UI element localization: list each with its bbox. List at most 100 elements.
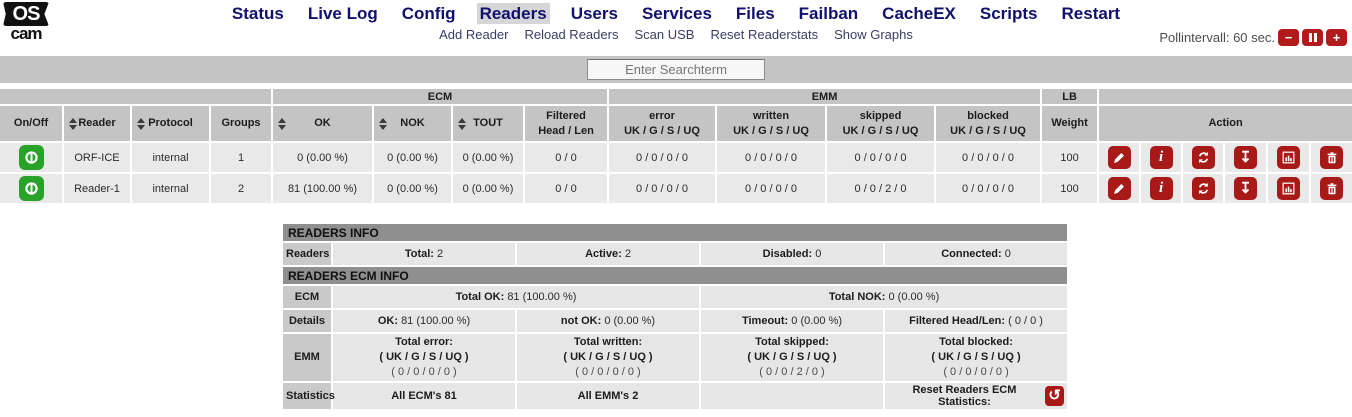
nav-item-status[interactable]: Status [231,4,284,23]
power-on-icon[interactable] [18,145,44,170]
readers-info-table: READERS INFO Readers Total: 2 Active: 2 … [280,222,1070,267]
restart-reader-button[interactable] [1191,177,1215,200]
reader-emm-skipped: 0 / 0 / 2 / 0 [825,172,937,205]
oscam-logo[interactable]: OS cam [3,2,49,42]
emm-total-skipped: Total skipped:( UK / G / S / UQ )( 0 / 0… [699,332,885,383]
reader-emm-skipped: 0 / 0 / 0 / 0 [825,141,937,174]
nav-item-readers[interactable]: Readers [476,3,550,24]
oscam-logo-bottom: cam [10,24,42,43]
nav-item-restart[interactable]: Restart [1061,4,1121,23]
sort-nok-icon[interactable] [379,117,387,130]
readers-disabled: Disabled: 0 [699,241,885,267]
reader-enable-cell [0,141,64,174]
reader-ecm-tout: 0 (0.00 %) [451,141,525,174]
col-header-skipped: skipped UK / G / S / UQ [825,104,937,143]
nav-item-livelog[interactable]: Live Log [307,4,378,23]
nav-item-failban[interactable]: Failban [798,4,859,23]
ecm-total-nok: Total NOK: 0 (0.00 %) [698,284,1070,310]
col-header-reader: Reader [62,104,132,143]
reader-emm-error: 0 / 0 / 0 / 0 [607,141,718,174]
subnav-reload-readers[interactable]: Reload Readers [524,27,619,42]
trash-icon [1327,151,1336,163]
refresh-icon [1198,182,1208,195]
statistics-all-ecm: All ECM's 81 [331,380,517,411]
subnav-add-reader[interactable]: Add Reader [439,27,509,42]
col-header-filtered: Filtered Head / Len [522,104,610,143]
col-header-error: error UK / G / S / UQ [607,104,718,143]
nav-item-cacheex[interactable]: CacheEX [882,4,956,23]
entitlements-button[interactable]: ↧ [1234,146,1258,169]
readers-info-title: READERS INFO [280,222,1070,243]
reader-info-button[interactable]: i [1149,177,1173,200]
subnav-reset-readerstats[interactable]: Reset Readerstats [710,27,819,42]
main-nav: Status Live Log Config Readers Users Services… [0,0,1352,24]
sort-ok-icon[interactable] [278,117,286,130]
statistics-all-emm: All EMM's 2 [515,380,701,411]
sort-reader-icon[interactable] [69,117,77,130]
nav-item-users[interactable]: Users [570,4,618,23]
col-header-ok: OK [271,104,374,143]
reader-ecm-tout: 0 (0.00 %) [451,172,525,205]
details-timeout: Timeout: 0 (0.00 %) [699,308,885,334]
emm-row-label: EMM [281,332,333,383]
column-header-row: On/Off Reader Protocol Groups OK NOK TOU… [0,104,1352,143]
ecm-total-ok: Total OK: 81 (100.00 %) [331,284,701,310]
entitlements-button[interactable]: ↧ [1234,177,1258,200]
refresh-icon [1198,151,1208,164]
group-header-emm: EMM [607,87,1043,106]
col-header-groups: Groups [209,104,273,143]
reader-ecm-filtered: 0 / 0 [522,141,610,174]
details-ok: OK: 81 (100.00 %) [331,308,517,334]
sort-protocol-icon[interactable] [137,117,145,130]
reader-lb-weight: 100 [1040,141,1100,174]
statistics-row-label: Statistics [281,380,335,411]
subnav-show-graphs[interactable]: Show Graphs [834,27,913,42]
search-input[interactable] [587,59,765,80]
nav-item-files[interactable]: Files [735,4,775,23]
edit-reader-button[interactable] [1107,177,1131,200]
reader-stats-button[interactable] [1277,177,1301,200]
reader-protocol: internal [130,172,211,205]
pause-icon [1308,33,1317,42]
group-header-lb: LB [1040,87,1100,106]
details-filtered: Filtered Head/Len: ( 0 / 0 ) [882,308,1070,334]
col-header-tout: TOUT [451,104,525,143]
power-on-icon[interactable] [18,176,44,201]
col-header-weight: Weight [1040,104,1100,143]
nav-item-config[interactable]: Config [401,4,456,23]
ecm-row-label: ECM [281,284,333,310]
reader-groups: 1 [209,141,273,174]
group-header-blank-right [1097,87,1352,106]
statistics-empty [699,380,885,411]
info-icon: i [1158,180,1164,196]
reader-row: Reader-1 internal 2 81 (100.00 %) 0 (0.0… [0,172,1352,205]
subnav-scan-usb[interactable]: Scan USB [634,27,695,42]
readers-info-row-label: Readers [281,241,333,267]
reader-enable-cell [0,172,64,205]
edit-reader-button[interactable] [1107,146,1131,169]
reset-icon: ↺ [1048,387,1061,405]
delete-reader-button[interactable] [1320,177,1344,200]
sort-tout-icon[interactable] [458,117,466,130]
statistics-row: Statistics All ECM's 81 All EMM's 2 Rese… [281,380,1070,411]
reset-statistics-button[interactable]: ↺ [1044,385,1065,406]
poll-interval-label: Pollintervall: 60 sec. [1159,30,1275,45]
reader-info-button[interactable]: i [1149,146,1173,169]
bar-chart-icon [1282,151,1295,164]
nav-item-scripts[interactable]: Scripts [979,4,1038,23]
poll-decrease-button[interactable]: − [1278,29,1299,46]
group-header-ecm: ECM [270,87,610,106]
nav-item-services[interactable]: Services [641,4,712,23]
emm-totals-row: EMM Total error:( UK / G / S / UQ )( 0 /… [281,332,1070,383]
readers-ecm-info-table: READERS ECM INFO ECM Total OK: 81 (100.0… [280,265,1070,411]
reader-ecm-nok: 0 (0.00 %) [372,172,453,205]
readers-connected: Connected: 0 [882,241,1070,267]
delete-reader-button[interactable] [1320,146,1344,169]
restart-reader-button[interactable] [1191,146,1215,169]
poll-pause-button[interactable] [1302,29,1323,46]
statistics-reset: Reset Readers ECM Statistics: ↺ [882,380,1070,411]
reader-stats-button[interactable] [1277,146,1301,169]
reader-emm-error: 0 / 0 / 0 / 0 [607,172,718,205]
reader-emm-written: 0 / 0 / 0 / 0 [715,141,828,174]
poll-increase-button[interactable]: + [1326,29,1347,46]
